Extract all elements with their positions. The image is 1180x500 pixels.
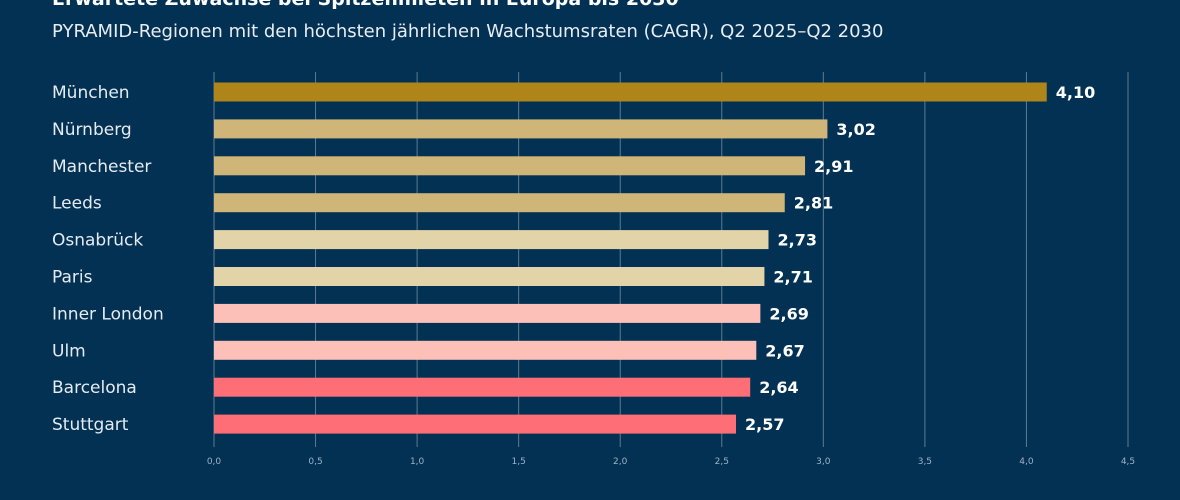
category-label: Barcelona <box>52 378 137 398</box>
bar <box>214 230 769 250</box>
x-axis-ticks: 0,0 0,5 1,0 1,5 2,0 2,5 3,0 3,5 4,0 4,5 <box>207 457 1135 467</box>
x-tick-label: 0,5 <box>308 457 322 467</box>
x-tick-label: 0,0 <box>207 457 222 467</box>
category-label: Manchester <box>52 157 151 177</box>
value-label: 3,02 <box>836 120 875 139</box>
category-label: Leeds <box>52 194 102 214</box>
bar <box>214 340 757 360</box>
bar <box>214 119 828 139</box>
category-label: Inner London <box>52 304 164 324</box>
category-label: Osnabrück <box>52 231 143 251</box>
labels: München 4,10 Nürnberg 3,02 Manchester 2,91 Lee… <box>52 83 1095 435</box>
x-tick-label: 2,0 <box>613 457 628 467</box>
value-label: 2,67 <box>765 341 804 360</box>
bar <box>214 193 785 213</box>
value-label: 2,64 <box>759 378 798 397</box>
bar <box>214 82 1047 102</box>
category-label: München <box>52 83 130 103</box>
x-tick-label: 1,5 <box>512 457 526 467</box>
x-tick-label: 1,0 <box>410 457 425 467</box>
x-tick-label: 3,5 <box>918 457 932 467</box>
x-tick-label: 4,0 <box>1019 457 1034 467</box>
value-label: 2,57 <box>745 415 784 434</box>
value-label: 2,81 <box>794 194 833 213</box>
chart-title: Erwartete Zuwächse bei Spitzenmieten in … <box>52 0 679 11</box>
value-label: 4,10 <box>1056 83 1095 102</box>
category-label: Paris <box>52 268 93 288</box>
bar <box>214 267 765 286</box>
chart-subtitle: PYRAMID-Regionen mit den höchsten jährli… <box>52 21 884 42</box>
x-tick-label: 3,0 <box>816 457 831 467</box>
category-label: Ulm <box>52 341 86 361</box>
bar <box>214 414 736 434</box>
value-label: 2,69 <box>769 304 808 323</box>
x-tick-label: 4,5 <box>1121 457 1135 467</box>
bar <box>214 156 806 176</box>
value-label: 2,71 <box>773 268 812 287</box>
category-label: Nürnberg <box>52 120 132 140</box>
value-label: 2,73 <box>777 231 816 250</box>
category-label: Stuttgart <box>52 415 129 435</box>
bar <box>214 377 751 397</box>
bar <box>214 303 761 323</box>
x-tick-label: 2,5 <box>715 457 729 467</box>
bars <box>214 82 1047 434</box>
value-label: 2,91 <box>814 157 853 176</box>
